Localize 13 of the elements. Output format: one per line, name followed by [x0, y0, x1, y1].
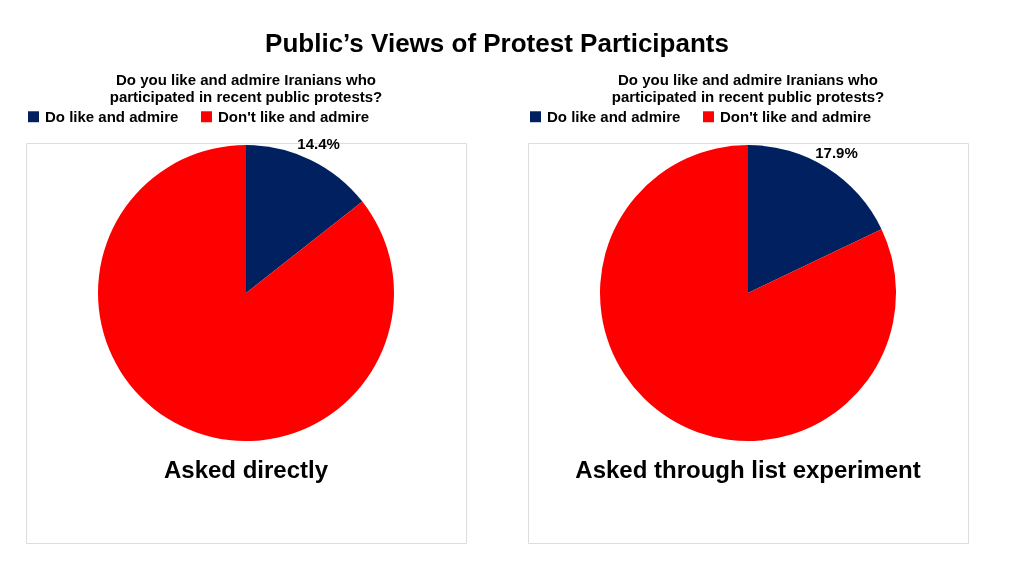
text: Public’s Views of Protest Participants: [265, 27, 729, 58]
pie-slice: [748, 145, 882, 293]
legend-label: Do like and admire: [547, 107, 681, 125]
legend-label: Don't like and admire: [218, 107, 370, 125]
legend-label: Don't like and admire: [720, 107, 872, 125]
pie-slice: [600, 145, 896, 441]
text: Asked directly: [163, 456, 329, 483]
legend-label: Do like and admire: [45, 107, 179, 125]
data-label: 14.4%: [297, 134, 340, 152]
data-label: 17.9%: [815, 143, 858, 161]
text: Asked through list experiment: [575, 456, 921, 483]
chart-subtitle: Do you like and admire Iranians who participated in recent public protests?: [611, 71, 885, 105]
chart-subtitle: Do you like and admire Iranians who participated in recent public protests?: [109, 71, 383, 105]
